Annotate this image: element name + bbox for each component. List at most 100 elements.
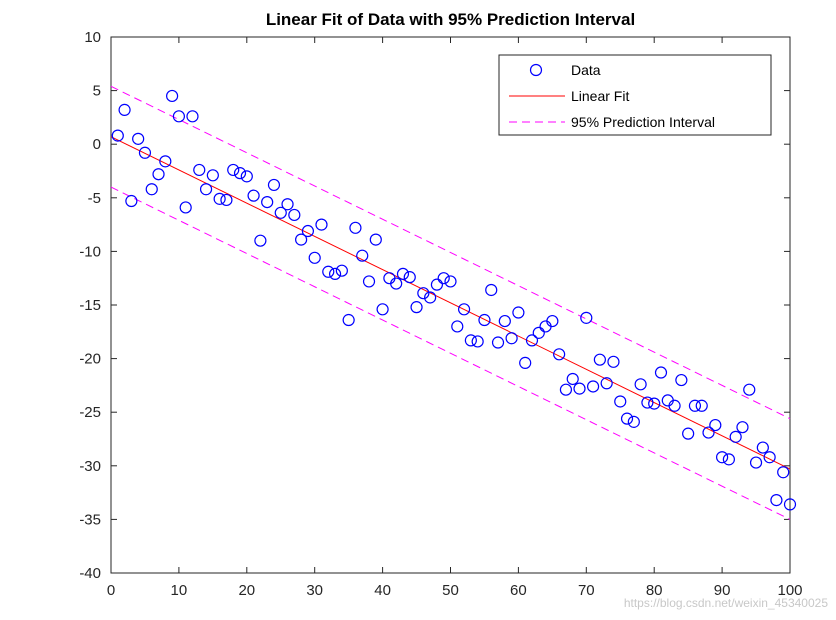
data-point <box>512 306 525 319</box>
data-point <box>220 193 233 207</box>
data-point <box>607 355 620 368</box>
y-tick-label: -40 <box>79 565 101 582</box>
data-point <box>342 313 355 327</box>
data-point <box>709 418 722 432</box>
data-point <box>532 326 545 339</box>
data-point <box>315 218 328 231</box>
y-tick-label: -35 <box>79 511 101 528</box>
data-point <box>614 395 627 408</box>
data-point <box>390 277 403 290</box>
data-point <box>172 110 185 123</box>
data-point <box>702 426 715 439</box>
data-point <box>749 456 763 469</box>
data-point <box>743 383 756 396</box>
data-point <box>634 378 647 391</box>
data-point <box>451 320 464 333</box>
data-point <box>152 168 165 181</box>
data-point <box>159 155 172 168</box>
data-point <box>553 348 566 361</box>
y-tick-label: -30 <box>79 458 101 475</box>
y-tick-label: -20 <box>79 351 101 368</box>
data-point <box>722 453 735 466</box>
legend-label: Linear Fit <box>571 88 629 104</box>
data-point <box>322 265 335 278</box>
data-point <box>498 314 511 328</box>
data-point <box>206 169 219 182</box>
prediction-interval-line <box>110 85 791 420</box>
data-point <box>586 380 600 393</box>
data-point <box>491 336 505 349</box>
legend-label: Data <box>571 62 601 78</box>
data-point <box>471 335 484 348</box>
data-point <box>295 233 308 246</box>
data-point <box>573 382 586 395</box>
data-point <box>179 201 192 214</box>
watermark-text: https://blog.csdn.net/weixin_45340025 <box>623 596 828 610</box>
data-point <box>376 303 389 316</box>
x-tick-label: 0 <box>107 582 115 599</box>
x-tick-label: 40 <box>374 582 391 599</box>
data-point <box>227 163 240 177</box>
data-point <box>335 264 348 277</box>
y-tick-label: 5 <box>93 83 101 100</box>
data-point <box>546 314 559 328</box>
data-point <box>688 399 702 412</box>
data-point <box>715 451 729 464</box>
data-point <box>675 373 688 387</box>
data-point <box>485 283 498 297</box>
data-point <box>410 301 423 314</box>
data-point <box>111 129 124 142</box>
data-point <box>274 206 287 219</box>
data-point <box>600 377 613 390</box>
data-point <box>356 249 369 262</box>
data-point <box>641 396 654 409</box>
data-point <box>213 192 226 205</box>
data-point <box>254 234 267 247</box>
data-point <box>396 267 410 281</box>
data-point <box>417 287 430 300</box>
data-point <box>566 372 579 386</box>
x-tick-label: 80 <box>646 582 663 599</box>
data-point <box>145 183 158 196</box>
x-tick-label: 60 <box>510 582 527 599</box>
data-point <box>362 275 376 288</box>
data-point <box>729 430 742 443</box>
data-point <box>525 334 539 347</box>
legend-marker-data <box>529 63 543 77</box>
data-point <box>118 103 131 116</box>
x-tick-label: 70 <box>578 582 595 599</box>
data-point <box>424 291 437 304</box>
data-point <box>777 466 790 479</box>
data-point <box>308 251 321 264</box>
data-point <box>763 451 776 464</box>
linear-fit-line <box>110 136 791 470</box>
y-tick-label: -5 <box>88 190 101 207</box>
data-point <box>444 275 457 288</box>
data-point <box>430 278 444 291</box>
data-point <box>437 272 450 285</box>
x-tick-label: 30 <box>306 582 323 599</box>
data-point <box>186 110 199 123</box>
data-point <box>369 233 382 246</box>
x-tick-label: 10 <box>171 582 188 599</box>
data-point <box>328 267 342 281</box>
data-point <box>668 399 681 412</box>
data-point <box>193 163 206 177</box>
data-point <box>464 334 477 347</box>
data-point <box>627 415 640 428</box>
y-tick-label: 10 <box>84 29 101 46</box>
data-point <box>301 224 315 238</box>
y-tick-label: -15 <box>79 297 101 314</box>
data-point <box>132 132 145 145</box>
data-point <box>125 194 138 208</box>
data-point <box>783 498 797 511</box>
data-point <box>580 311 593 324</box>
data-point <box>233 167 247 180</box>
chart-title: Linear Fit of Data with 95% Prediction I… <box>266 10 635 29</box>
data-point <box>505 332 518 345</box>
data-point <box>288 208 301 222</box>
data-point <box>281 198 294 211</box>
x-tick-label: 50 <box>442 582 459 599</box>
data-point <box>261 195 274 209</box>
data-point <box>457 303 471 316</box>
